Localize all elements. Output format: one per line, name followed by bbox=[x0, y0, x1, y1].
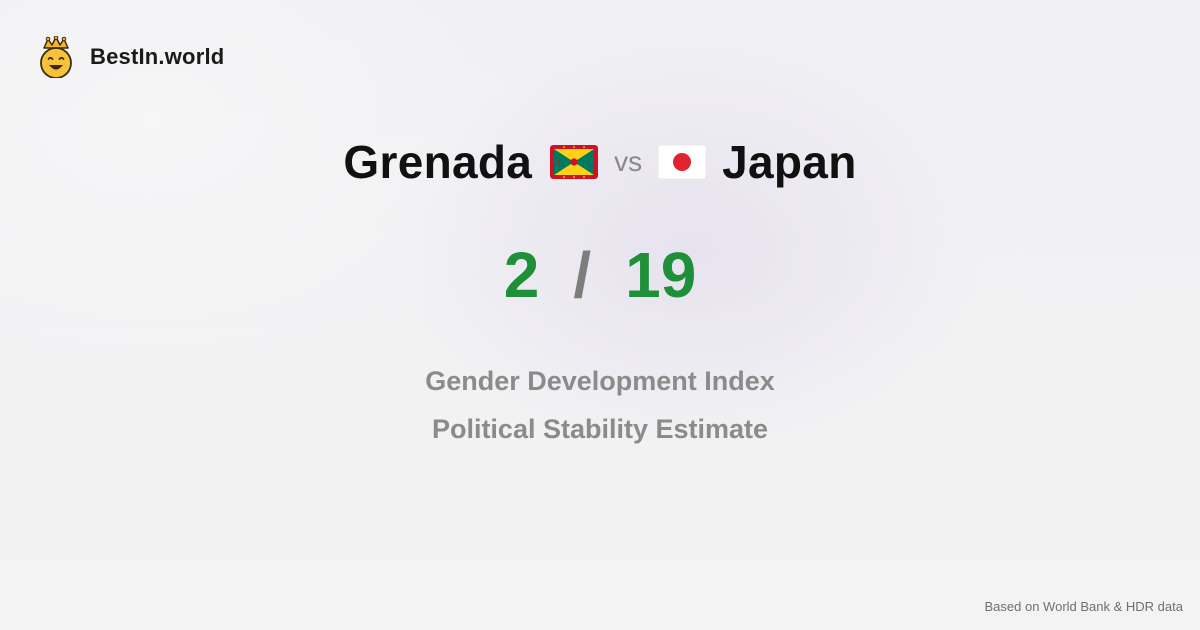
comparison-title: Grenada vs Japan bbox=[0, 135, 1200, 189]
japan-flag-icon bbox=[658, 145, 707, 179]
score-display: 2 / 19 bbox=[0, 238, 1200, 312]
grenada-flag-icon bbox=[550, 145, 599, 179]
brand-name: BestIn.world bbox=[90, 44, 225, 69]
left-country-name: Grenada bbox=[343, 136, 533, 188]
vs-label: vs bbox=[614, 146, 643, 177]
brand[interactable]: BestIn.world bbox=[38, 36, 224, 78]
left-score: 2 bbox=[503, 239, 540, 311]
metric-label: Political Stability Estimate bbox=[431, 414, 769, 444]
metric-label: Gender Development Index bbox=[425, 366, 775, 396]
data-source-note: Based on World Bank & HDR data bbox=[984, 599, 1183, 614]
right-score: 19 bbox=[625, 239, 697, 311]
score-separator: / bbox=[573, 239, 592, 311]
smiling-crown-face-icon bbox=[40, 36, 72, 78]
right-country-name: Japan bbox=[722, 136, 857, 188]
